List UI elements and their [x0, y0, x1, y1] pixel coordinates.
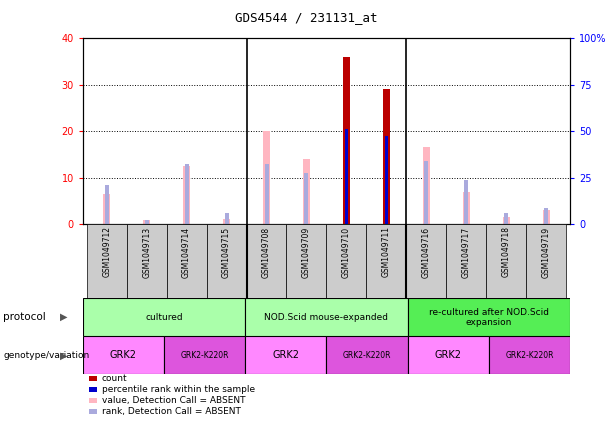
Text: ▶: ▶	[60, 350, 67, 360]
Bar	[305, 173, 308, 224]
Bar	[503, 217, 510, 224]
Bar	[207, 224, 246, 298]
Bar	[103, 194, 110, 224]
Bar	[408, 298, 570, 336]
Bar	[408, 336, 489, 374]
Bar	[343, 57, 350, 224]
Bar	[486, 224, 526, 298]
Text: GRK2: GRK2	[272, 350, 299, 360]
Bar	[223, 219, 230, 224]
Bar	[343, 57, 350, 224]
Text: GSM1049712: GSM1049712	[102, 226, 111, 277]
Bar	[424, 162, 428, 224]
Bar	[446, 224, 486, 298]
Text: GRK2-K220R: GRK2-K220R	[505, 351, 554, 360]
Text: count: count	[102, 374, 128, 383]
Bar	[543, 210, 550, 224]
Bar	[489, 336, 570, 374]
Bar	[245, 298, 408, 336]
Text: cultured: cultured	[145, 313, 183, 322]
Bar	[463, 192, 470, 224]
Bar	[264, 164, 268, 224]
Text: GSM1049719: GSM1049719	[542, 226, 550, 277]
Bar	[345, 129, 348, 224]
Text: re-cultured after NOD.Scid
expansion: re-cultured after NOD.Scid expansion	[429, 308, 549, 327]
Bar	[383, 89, 390, 224]
Bar	[224, 213, 229, 224]
Text: GSM1049718: GSM1049718	[501, 226, 511, 277]
Bar	[245, 336, 327, 374]
Bar	[367, 224, 406, 298]
Text: NOD.Scid mouse-expanded: NOD.Scid mouse-expanded	[264, 313, 389, 322]
Bar	[544, 208, 548, 224]
Text: GSM1049713: GSM1049713	[142, 226, 151, 277]
Bar	[246, 224, 286, 298]
Bar	[167, 224, 207, 298]
Text: GRK2-K220R: GRK2-K220R	[180, 351, 229, 360]
Text: GSM1049708: GSM1049708	[262, 226, 271, 277]
Text: GSM1049711: GSM1049711	[382, 226, 391, 277]
Text: GSM1049717: GSM1049717	[462, 226, 471, 277]
Bar	[464, 180, 468, 224]
Bar	[183, 166, 190, 224]
Bar	[384, 136, 389, 224]
Text: GDS4544 / 231131_at: GDS4544 / 231131_at	[235, 11, 378, 24]
Text: GSM1049715: GSM1049715	[222, 226, 231, 277]
Bar	[145, 220, 149, 224]
Bar	[303, 159, 310, 224]
Bar	[345, 129, 348, 224]
Text: GRK2: GRK2	[435, 350, 462, 360]
Text: GSM1049714: GSM1049714	[182, 226, 191, 277]
Text: GSM1049710: GSM1049710	[342, 226, 351, 277]
Bar	[164, 336, 245, 374]
Text: GSM1049709: GSM1049709	[302, 226, 311, 277]
Bar	[526, 224, 566, 298]
Bar	[185, 164, 189, 224]
Bar	[423, 148, 430, 224]
Bar	[327, 336, 408, 374]
Bar	[83, 298, 245, 336]
Bar	[504, 213, 508, 224]
Bar	[406, 224, 446, 298]
Bar	[385, 136, 388, 224]
Bar	[143, 220, 150, 224]
Text: protocol: protocol	[3, 312, 46, 322]
Bar	[83, 336, 164, 374]
Bar	[327, 224, 367, 298]
Bar	[263, 131, 270, 224]
Text: GRK2-K220R: GRK2-K220R	[343, 351, 391, 360]
Text: ▶: ▶	[60, 312, 67, 322]
Text: GRK2: GRK2	[110, 350, 137, 360]
Text: percentile rank within the sample: percentile rank within the sample	[102, 385, 255, 394]
Bar	[105, 185, 109, 224]
Bar	[286, 224, 327, 298]
Text: genotype/variation: genotype/variation	[3, 351, 89, 360]
Text: value, Detection Call = ABSENT: value, Detection Call = ABSENT	[102, 396, 245, 405]
Bar	[127, 224, 167, 298]
Bar	[383, 89, 390, 224]
Bar	[87, 224, 127, 298]
Text: rank, Detection Call = ABSENT: rank, Detection Call = ABSENT	[102, 407, 241, 416]
Text: GSM1049716: GSM1049716	[422, 226, 431, 277]
